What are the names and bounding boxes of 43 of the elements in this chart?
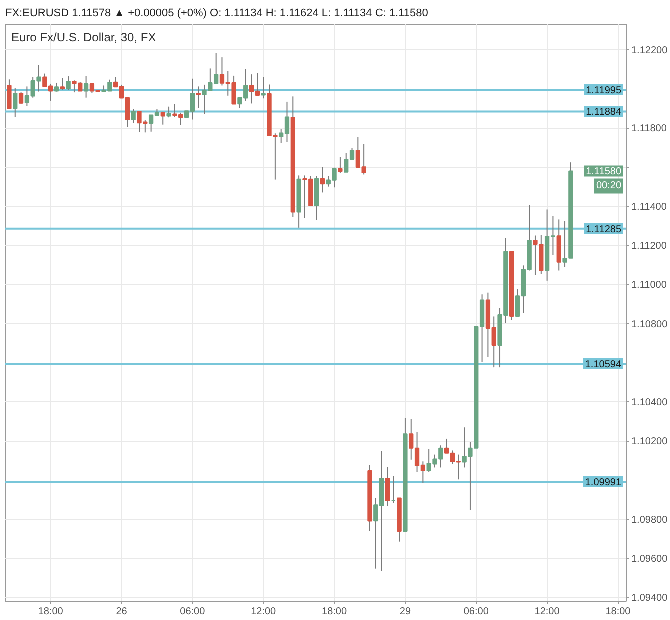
candlestick bbox=[13, 88, 18, 118]
y-tick-label: 1.09600 bbox=[632, 554, 668, 565]
x-tick-label: 06:00 bbox=[464, 606, 490, 618]
x-tick-label: 18:00 bbox=[322, 606, 348, 618]
candlestick bbox=[131, 108, 136, 124]
candlestick bbox=[66, 76, 71, 91]
ref-line-label: 1.11884 bbox=[586, 107, 622, 118]
y-tick-label: 1.10400 bbox=[632, 397, 668, 408]
candlestick bbox=[166, 106, 172, 118]
candlestick bbox=[261, 76, 266, 100]
y-tick-label: 1.09400 bbox=[632, 593, 668, 604]
candlestick bbox=[84, 76, 89, 98]
candlestick bbox=[18, 92, 24, 105]
y-tick-label: 1.09800 bbox=[632, 514, 668, 526]
candlestick bbox=[160, 111, 166, 126]
candlestick bbox=[60, 78, 65, 91]
x-tick-label: 12:00 bbox=[251, 606, 277, 618]
ref-line-label: 1.10594 bbox=[585, 360, 622, 371]
x-tick-label: 26 bbox=[116, 606, 128, 618]
x-tick-label: 18:00 bbox=[606, 606, 632, 618]
text: Euro Fx/U.S. Dollar, 30, FX bbox=[12, 30, 156, 44]
x-tick-label: 06:00 bbox=[180, 606, 206, 618]
ref-line-label: 1.11285 bbox=[586, 224, 622, 236]
x-tick-label: 18:00 bbox=[38, 606, 64, 618]
candlestick bbox=[320, 166, 326, 194]
y-tick-label: 1.11000 bbox=[632, 280, 668, 292]
annotation: 1.11580 bbox=[586, 166, 622, 178]
y-tick-label: 1.11800 bbox=[632, 124, 668, 135]
x-tick-label: 12:00 bbox=[534, 606, 560, 618]
chart-title: FX:EURUSD 1.11578 ▲ +0.00005 (+0%) O: 1.11134 H: 1.11624 L: 1.11134 C: 1.11580 bbox=[6, 8, 428, 20]
y-tick-label: 1.11200 bbox=[632, 241, 668, 252]
y-tick-label: 1.12200 bbox=[632, 45, 668, 56]
y-tick-label: 1.11400 bbox=[632, 202, 668, 213]
candlestick bbox=[196, 86, 201, 109]
y-tick-label: 1.10200 bbox=[632, 436, 668, 448]
candlestick bbox=[338, 156, 343, 174]
candlestick bbox=[7, 79, 12, 110]
candlestick bbox=[385, 466, 390, 507]
ref-line-label: 1.11995 bbox=[586, 86, 622, 97]
x-tick-label: 29 bbox=[400, 606, 412, 618]
y-tick-label: 1.10800 bbox=[632, 319, 668, 330]
annotation: 00:20 bbox=[596, 180, 622, 192]
ref-line-label: 1.09991 bbox=[585, 477, 622, 488]
